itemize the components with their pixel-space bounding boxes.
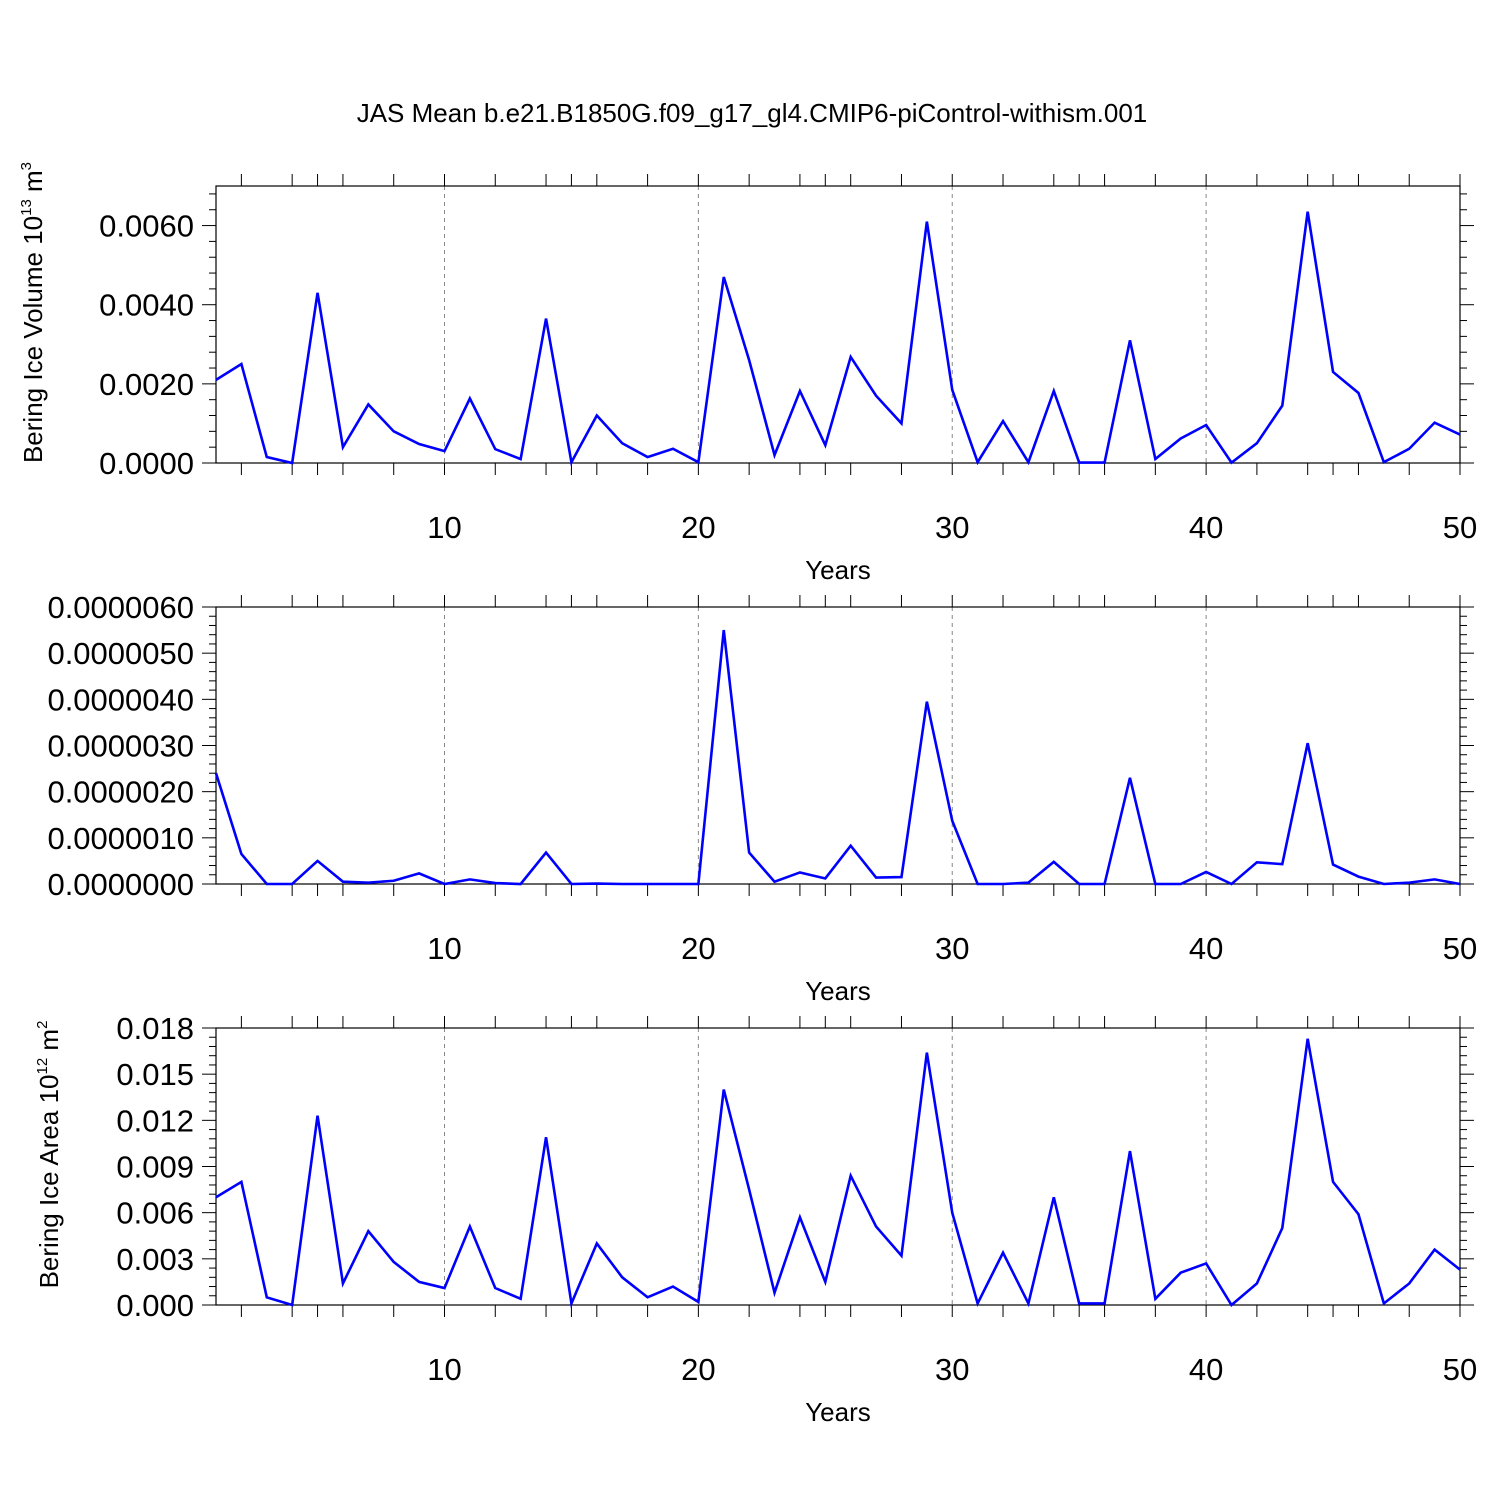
- plot-frame: [215, 185, 1461, 464]
- y-tick-label: 0.006: [116, 1196, 194, 1231]
- y-tick-label: 0.003: [116, 1242, 194, 1277]
- x-tick-label: 40: [1189, 1352, 1223, 1387]
- y-tick-label: 0.0000040: [47, 682, 194, 717]
- y-tick-label: 0.0020: [99, 367, 194, 402]
- y-axis-label: Bering Ice Volume 1013 m3: [18, 162, 48, 463]
- y-tick-label: 0.0040: [99, 288, 194, 323]
- y-tick-marks: [202, 193, 1474, 464]
- x-tick-marks: [240, 1016, 1461, 1317]
- panels: 10 20 30 40 50 0.0000 0.0020 0.0040 0.0060 Years B…: [18, 162, 1477, 1427]
- plot-frame: [215, 1027, 1461, 1306]
- y-tick-marks: [202, 606, 1474, 885]
- series-line: [215, 1038, 1461, 1309]
- series-line: [215, 211, 1461, 467]
- x-tick-label: 20: [681, 931, 715, 966]
- y-tick-label: 0.000: [116, 1288, 194, 1323]
- plot-frame: [215, 606, 1461, 885]
- series-line: [214, 629, 1461, 886]
- x-tick-label: 10: [427, 1352, 461, 1387]
- data-points: [215, 211, 1461, 464]
- panel-3: 10 20 30 40 50 0.000 0.003 0.006 0.009 0.012 0.015…: [34, 1011, 1477, 1427]
- chart-title: JAS Mean b.e21.B1850G.f09_g17_gl4.CMIP6-…: [357, 98, 1148, 128]
- x-tick-label: 20: [681, 510, 715, 545]
- panel-1: 10 20 30 40 50 0.0000 0.0020 0.0040 0.0060 Years B…: [18, 162, 1477, 585]
- y-tick-label: 0.0000030: [47, 729, 194, 764]
- y-tick-marks: [202, 1027, 1474, 1306]
- x-tick-label: 10: [427, 931, 461, 966]
- panel-2: 10 20 30 40 50 0.0000000 0.0000010 0.0000020 0.0…: [47, 590, 1477, 1006]
- y-tick-label: 0.0000010: [47, 821, 194, 856]
- x-tick-marks: [240, 174, 1461, 475]
- x-axis-label: Years: [805, 1397, 871, 1427]
- y-axis-label: Bering Ice Area 1012 m2: [34, 1021, 64, 1289]
- y-tick-label: 0.015: [116, 1057, 194, 1092]
- data-points: [215, 1038, 1461, 1306]
- y-tick-label: 0.0060: [99, 209, 194, 244]
- x-tick-label: 10: [427, 510, 461, 545]
- x-tick-label: 30: [935, 510, 969, 545]
- y-tick-label: 0.0000020: [47, 775, 194, 810]
- x-tick-label: 40: [1189, 931, 1223, 966]
- x-axis-label: Years: [805, 555, 871, 585]
- y-tick-label: 0.012: [116, 1103, 194, 1138]
- x-tick-marks: [240, 595, 1461, 896]
- x-tick-label: 40: [1189, 510, 1223, 545]
- y-tick-label: 0.0000060: [47, 590, 194, 625]
- y-tick-label: 0.018: [116, 1011, 194, 1046]
- x-tick-label: 20: [681, 1352, 715, 1387]
- x-tick-label: 50: [1443, 1352, 1477, 1387]
- x-axis-label: Years: [805, 976, 871, 1006]
- data-points: [215, 630, 1461, 885]
- x-tick-label: 30: [935, 931, 969, 966]
- x-tick-label: 30: [935, 1352, 969, 1387]
- y-tick-label: 0.0000: [99, 446, 194, 481]
- y-tick-label: 0.0000050: [47, 636, 194, 671]
- x-tick-label: 50: [1443, 931, 1477, 966]
- y-tick-label: 0.009: [116, 1150, 194, 1185]
- y-tick-label: 0.0000000: [47, 867, 194, 902]
- x-tick-label: 50: [1443, 510, 1477, 545]
